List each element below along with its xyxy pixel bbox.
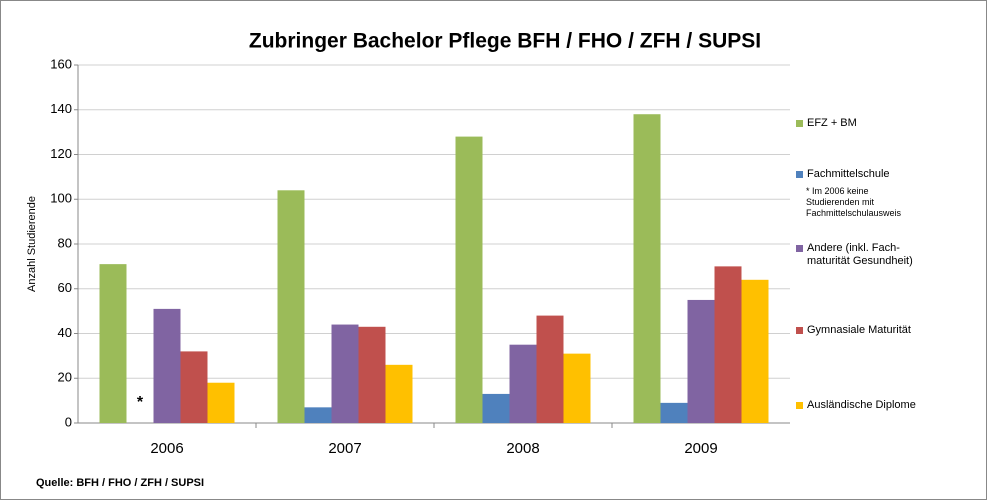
- legend-label: Andere (inkl. Fach- maturität Gesundheit…: [807, 242, 913, 267]
- x-tick-label: 2006: [150, 440, 183, 457]
- bar: [482, 393, 510, 423]
- legend-swatch: [796, 171, 803, 178]
- legend-item: Gymnasiale Maturität: [796, 324, 911, 337]
- legend-note: * Im 2006 keine Studierenden mit Fachmit…: [806, 186, 902, 218]
- legend-swatch: [796, 120, 803, 127]
- y-axis-label: Anzahl Studierende: [26, 196, 38, 292]
- legend-item: Fachmittelschule: [796, 168, 890, 181]
- y-tick-label: 140: [50, 101, 72, 116]
- legend-item: Andere (inkl. Fach- maturität Gesundheit…: [796, 242, 913, 268]
- bar: [633, 114, 661, 423]
- bar: [358, 326, 386, 423]
- legend-swatch: [796, 402, 803, 409]
- legend-item: Ausländische Diplome: [796, 399, 916, 412]
- y-tick-label: 100: [50, 191, 72, 206]
- bar: [277, 190, 305, 423]
- legend-label: Fachmittelschule: [807, 168, 890, 180]
- bar: [741, 279, 769, 423]
- legend-label: Gymnasiale Maturität: [807, 324, 911, 336]
- x-tick-label: 2009: [684, 440, 717, 457]
- x-tick-label: 2007: [328, 440, 361, 457]
- y-tick-label: 120: [50, 146, 72, 161]
- y-tick-label: 40: [58, 325, 72, 340]
- y-tick-label: 20: [58, 370, 72, 385]
- bar: [714, 266, 742, 423]
- legend-label: Ausländische Diplome: [807, 399, 916, 411]
- bar: [687, 299, 715, 423]
- bar: [99, 264, 127, 423]
- legend-swatch: [796, 245, 803, 252]
- bar: [153, 308, 181, 423]
- bar: [536, 315, 564, 423]
- y-tick-label: 160: [50, 56, 72, 71]
- legend-label: EFZ + BM: [807, 117, 857, 129]
- bar: [207, 382, 235, 423]
- y-tick-label: 60: [58, 280, 72, 295]
- null-marker: *: [137, 394, 144, 411]
- bar: [509, 344, 537, 423]
- bar: [660, 402, 688, 423]
- bar: [563, 353, 591, 423]
- legend-item: EFZ + BM: [796, 117, 857, 130]
- bar: [180, 351, 208, 423]
- bar: [455, 136, 483, 423]
- y-tick-label: 0: [65, 414, 72, 429]
- source: Quelle: BFH / FHO / ZFH / SUPSI: [36, 477, 204, 489]
- y-tick-label: 80: [58, 235, 72, 250]
- chart-title: Zubringer Bachelor Pflege BFH / FHO / ZF…: [249, 30, 761, 53]
- bar: [385, 364, 413, 423]
- x-tick-label: 2008: [506, 440, 539, 457]
- bar: [331, 324, 359, 423]
- legend-swatch: [796, 327, 803, 334]
- bar: [304, 407, 332, 423]
